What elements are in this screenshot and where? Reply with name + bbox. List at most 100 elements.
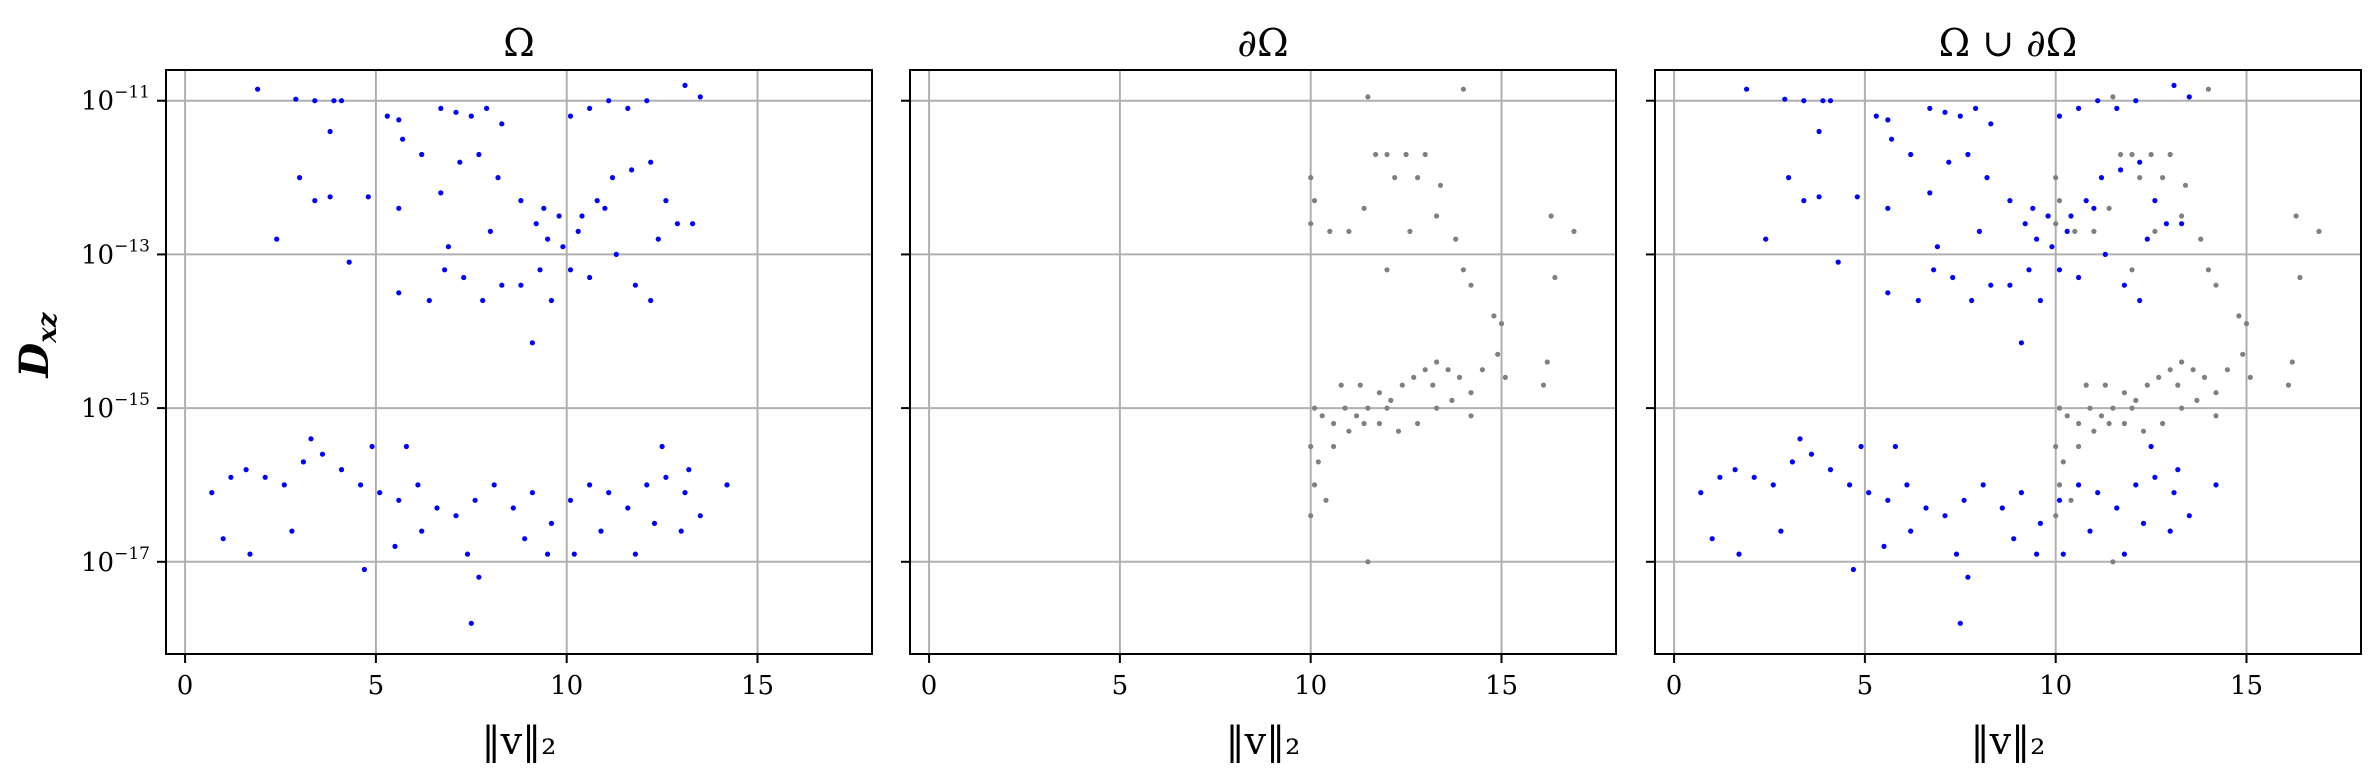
data-point (1858, 443, 1864, 450)
data-point (2133, 482, 2139, 488)
data-point (468, 113, 474, 119)
data-point (587, 105, 593, 111)
series-2 (2053, 86, 2322, 565)
data-point (461, 274, 467, 281)
data-point (319, 451, 326, 457)
data-point (2095, 490, 2101, 496)
data-point (2056, 405, 2063, 411)
data-point (2137, 159, 2143, 165)
data-point (1346, 228, 1352, 234)
data-point (1552, 274, 1558, 281)
data-point (247, 551, 253, 557)
data-point (1881, 543, 1887, 550)
data-point (663, 198, 669, 204)
data-point (400, 136, 406, 142)
data-point (1999, 505, 2005, 511)
data-point (499, 282, 505, 288)
data-point (598, 528, 604, 534)
data-point (2160, 420, 2166, 427)
data-point (1892, 443, 1898, 450)
data-point (2056, 267, 2063, 273)
y-tick-label: 10−13 (81, 236, 150, 270)
series-1 (209, 82, 730, 626)
data-point (445, 244, 451, 250)
data-point (1415, 175, 1421, 181)
data-point (426, 297, 432, 304)
data-point (1942, 513, 1948, 519)
x-axis-label: ‖v‖₂ (482, 719, 557, 763)
data-point (548, 520, 555, 527)
data-point (1797, 436, 1803, 442)
data-point (1698, 490, 1704, 496)
data-point (556, 213, 562, 219)
panel-title: Ω ∪ ∂Ω (1939, 21, 2078, 65)
data-point (358, 482, 364, 488)
data-point (1931, 267, 1937, 273)
data-point (1885, 117, 1891, 123)
data-point (2087, 405, 2093, 411)
data-point (522, 536, 528, 542)
data-point (648, 297, 654, 304)
data-point (2106, 205, 2112, 211)
data-point (2056, 482, 2063, 488)
x-tick-label: 0 (177, 671, 194, 701)
data-point (613, 251, 619, 257)
data-point (663, 474, 669, 480)
data-point (1946, 159, 1952, 165)
data-point (2091, 228, 2097, 234)
data-point (2179, 221, 2185, 227)
data-point (1331, 443, 1337, 450)
data-point (602, 205, 608, 211)
data-point (2114, 105, 2120, 111)
data-point (2053, 221, 2059, 227)
data-point (2243, 321, 2250, 327)
data-point (1411, 374, 1417, 380)
data-point (1498, 321, 1505, 327)
data-point (281, 482, 287, 488)
data-point (392, 543, 398, 550)
data-point (1365, 559, 1371, 565)
data-point (2316, 228, 2322, 234)
panels: 0 5 10 15 10−11 10−13 10−15 10−17 Ω ‖v‖₂ 0 5 10 15 ∂Ω ‖… (81, 21, 2362, 763)
data-point (2167, 367, 2173, 373)
data-point (312, 198, 318, 204)
data-point (1957, 620, 1963, 626)
data-point (548, 297, 555, 304)
data-point (2129, 267, 2135, 273)
data-point (1850, 566, 1856, 573)
data-point (2056, 497, 2063, 503)
data-point (499, 121, 505, 127)
data-point (1392, 175, 1398, 181)
data-point (1308, 513, 1314, 519)
data-point (1395, 428, 1402, 434)
y-tick-label: 10−15 (81, 390, 150, 424)
data-point (384, 113, 390, 119)
data-point (2007, 198, 2013, 204)
data-point (1544, 359, 1550, 365)
data-point (1744, 86, 1750, 92)
plot-frame (909, 69, 1617, 655)
data-point (1751, 474, 1757, 480)
data-point (361, 566, 367, 573)
data-point (1889, 136, 1895, 142)
data-point (1709, 536, 1715, 542)
data-point (2083, 198, 2089, 204)
x-tick-label: 0 (1666, 671, 1683, 701)
data-point (1315, 459, 1321, 465)
data-point (1479, 367, 1485, 373)
data-point (457, 159, 463, 165)
data-point (2160, 175, 2166, 181)
data-point (1456, 374, 1463, 380)
data-point (2053, 175, 2059, 181)
data-point (491, 482, 497, 488)
data-point (1980, 482, 1986, 488)
data-point (1984, 175, 1990, 181)
data-point (1973, 105, 1979, 111)
data-point (545, 236, 551, 242)
data-point (2106, 420, 2112, 427)
data-point (2091, 428, 2097, 434)
data-point (518, 198, 524, 204)
data-point (2026, 267, 2032, 273)
data-point (1434, 405, 1440, 411)
data-point (2129, 151, 2135, 158)
